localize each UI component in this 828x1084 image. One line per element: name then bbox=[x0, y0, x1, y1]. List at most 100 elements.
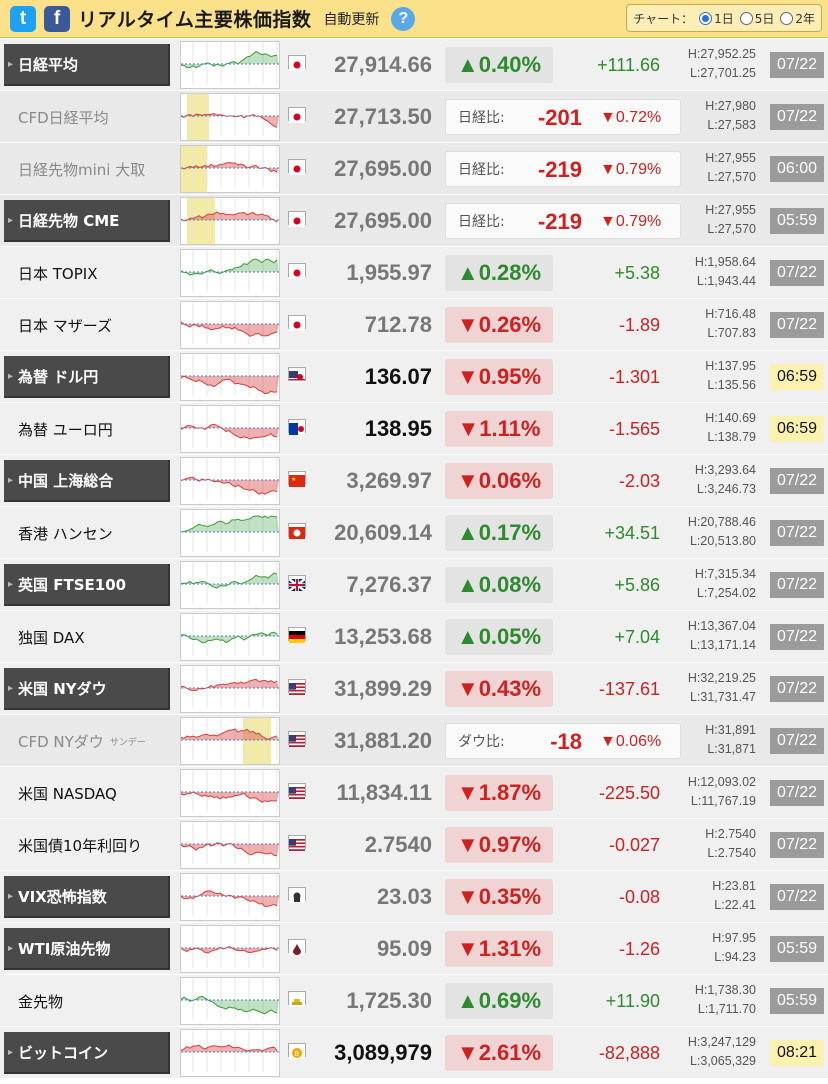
low-value: L:11,767.19 bbox=[690, 794, 756, 808]
index-row[interactable]: 日経平均 27,914.66 ▲0.40% +111.66 H:27,952.25 L:2… bbox=[0, 39, 828, 91]
index-row[interactable]: 英国 FTSE100 7,276.37 ▲0.08% +5.86 H:7,315.34 L… bbox=[0, 559, 828, 611]
index-name-button[interactable]: 香港 ハンセン bbox=[4, 512, 170, 554]
index-name-button[interactable]: CFD NYダウ サンデー bbox=[4, 720, 170, 762]
index-name-button[interactable]: 日経先物mini 大取 bbox=[4, 148, 170, 190]
index-name-button[interactable]: VIX恐怖指数 bbox=[4, 876, 170, 918]
mini-chart[interactable] bbox=[180, 665, 280, 713]
comparison-percent: ▼0.79% bbox=[600, 161, 662, 178]
radio-selected-icon[interactable] bbox=[699, 11, 713, 25]
comparison-box: ダウ比: -18 ▼0.06% bbox=[445, 723, 681, 759]
high-low: H:1,958.64 L:1,943.44 bbox=[664, 253, 756, 291]
header-bar: t f リアルタイム主要株価指数 自動更新 ? チャート： 1日 5日 2年 bbox=[0, 0, 828, 38]
index-row[interactable]: 金先物 1,725.30 ▲0.69% +11.90 H:1,738.30 L:1,711… bbox=[0, 975, 828, 1027]
index-row[interactable]: 日経先物mini 大取 27,695.00 日経比: -219 ▼0.79% H:… bbox=[0, 143, 828, 195]
index-row[interactable]: VIX恐怖指数 23.03 ▼0.35% -0.08 H:23.81 L:22.41 07/… bbox=[0, 871, 828, 923]
sparkline bbox=[181, 302, 279, 344]
index-name-button[interactable]: 米国 NASDAQ bbox=[4, 772, 170, 814]
mini-chart[interactable] bbox=[180, 717, 280, 765]
help-icon[interactable]: ? bbox=[391, 6, 416, 31]
mini-chart[interactable] bbox=[180, 93, 280, 141]
change-value: -82,888 bbox=[598, 1043, 660, 1063]
mini-chart[interactable] bbox=[180, 769, 280, 817]
twitter-icon[interactable]: t bbox=[10, 5, 36, 32]
mini-chart[interactable] bbox=[180, 613, 280, 661]
mini-chart[interactable] bbox=[180, 509, 280, 557]
high-value: H:20,788.46 bbox=[687, 515, 756, 529]
change-percent: ▼1.31% bbox=[445, 931, 553, 967]
sparkline bbox=[181, 458, 279, 500]
radio-icon[interactable] bbox=[739, 11, 753, 25]
flag-us-icon bbox=[288, 783, 306, 799]
index-name-button[interactable]: 米国 NYダウ bbox=[4, 668, 170, 710]
index-row[interactable]: 独国 DAX 13,253.68 ▲0.05% +7.04 H:13,367.04 L:1… bbox=[0, 611, 828, 663]
index-name-button[interactable]: 金先物 bbox=[4, 980, 170, 1022]
index-row[interactable]: 為替 ドル円 136.07 ▼0.95% -1.301 H:137.95 L:135.56… bbox=[0, 351, 828, 403]
index-name-button[interactable]: 日経平均 bbox=[4, 44, 170, 86]
mini-chart[interactable] bbox=[180, 561, 280, 609]
high-value: H:140.69 bbox=[705, 411, 756, 425]
high-low: H:27,955 L:27,570 bbox=[664, 149, 756, 187]
mini-chart[interactable] bbox=[180, 249, 280, 297]
period-option-5d[interactable]: 5日 bbox=[739, 10, 774, 27]
index-row[interactable]: CFD日経平均 27,713.50 日経比: -201 ▼0.72% H:27,9… bbox=[0, 91, 828, 143]
mini-chart[interactable] bbox=[180, 405, 280, 453]
index-row[interactable]: 中国 上海総合 ★ 3,269.97 ▼0.06% -2.03 H:3,293.64 L:3… bbox=[0, 455, 828, 507]
comparison-box: 日経比: -219 ▼0.79% bbox=[445, 203, 681, 239]
low-value: L:94.23 bbox=[714, 950, 756, 964]
flag-oil-icon bbox=[288, 939, 306, 955]
index-row[interactable]: 為替 ユーロ円 138.95 ▼1.11% -1.565 H:140.69 L:138.7… bbox=[0, 403, 828, 455]
index-price: 95.09 bbox=[376, 936, 432, 961]
mini-chart[interactable] bbox=[180, 41, 280, 89]
mini-chart[interactable] bbox=[180, 821, 280, 869]
index-name: CFD日経平均 bbox=[18, 108, 109, 127]
index-name-button[interactable]: 日経先物 CME bbox=[4, 200, 170, 242]
update-time: 07/22 bbox=[770, 260, 824, 286]
index-row[interactable]: 香港 ハンセン 20,609.14 ▲0.17% +34.51 H:20,788.46 L… bbox=[0, 507, 828, 559]
change-percent: ▲0.08% bbox=[445, 567, 553, 603]
period-option-2y[interactable]: 2年 bbox=[780, 10, 815, 27]
index-name-button[interactable]: 中国 上海総合 bbox=[4, 460, 170, 502]
index-name-button[interactable]: 日本 TOPIX bbox=[4, 252, 170, 294]
index-row[interactable]: 日経先物 CME 27,695.00 日経比: -219 ▼0.79% H:27,… bbox=[0, 195, 828, 247]
index-row[interactable]: 米国債10年利回り 2.7540 ▼0.97% -0.027 H:2.7540 L:2.7… bbox=[0, 819, 828, 871]
index-name-button[interactable]: 米国債10年利回り bbox=[4, 824, 170, 866]
mini-chart[interactable] bbox=[180, 977, 280, 1025]
update-time: 05:59 bbox=[770, 208, 824, 234]
index-row[interactable]: 日本 マザーズ 712.78 ▼0.26% -1.89 H:716.48 L:707.83… bbox=[0, 299, 828, 351]
mini-chart[interactable] bbox=[180, 353, 280, 401]
mini-chart[interactable] bbox=[180, 301, 280, 349]
index-row[interactable]: ビットコインB3,089,979▼2.61%-82,888H:3,247,129… bbox=[0, 1027, 828, 1079]
index-name-button[interactable]: 英国 FTSE100 bbox=[4, 564, 170, 606]
flag-hk-icon bbox=[288, 523, 306, 539]
flag-eujp-icon bbox=[288, 419, 306, 435]
radio-icon[interactable] bbox=[780, 11, 794, 25]
index-name-button[interactable]: CFD日経平均 bbox=[4, 96, 170, 138]
mini-chart[interactable] bbox=[180, 873, 280, 921]
mini-chart[interactable] bbox=[180, 925, 280, 973]
mini-chart[interactable] bbox=[180, 1029, 280, 1077]
index-name-button[interactable]: WTI原油先物 bbox=[4, 928, 170, 970]
low-value: L:2.7540 bbox=[707, 846, 756, 860]
facebook-icon[interactable]: f bbox=[44, 5, 70, 32]
low-value: L:3,065,329 bbox=[689, 1054, 756, 1068]
period-option-1d[interactable]: 1日 bbox=[699, 10, 734, 27]
index-row[interactable]: CFD NYダウ サンデー 31,881.20 ダウ比: -18 ▼0.06% H:… bbox=[0, 715, 828, 767]
index-name: 独国 DAX bbox=[18, 628, 85, 647]
index-row[interactable]: 米国 NASDAQ 11,834.11 ▼1.87% -225.50 H:12,093.… bbox=[0, 767, 828, 819]
change-percent: ▼0.35% bbox=[445, 879, 553, 915]
mini-chart[interactable] bbox=[180, 145, 280, 193]
high-low: H:32,219.25 L:31,731.47 bbox=[664, 669, 756, 707]
index-name-button[interactable]: 為替 ユーロ円 bbox=[4, 408, 170, 450]
index-name-button[interactable]: ビットコイン bbox=[4, 1032, 170, 1074]
mini-chart[interactable] bbox=[180, 197, 280, 245]
index-row[interactable]: WTI原油先物 95.09 ▼1.31% -1.26 H:97.95 L:94.23 05:… bbox=[0, 923, 828, 975]
high-value: H:716.48 bbox=[705, 307, 756, 321]
index-row[interactable]: 米国 NYダウ31,899.29▼0.43%-137.61H:32,219.25… bbox=[0, 663, 828, 715]
sparkline bbox=[181, 874, 279, 916]
index-name-button[interactable]: 日本 マザーズ bbox=[4, 304, 170, 346]
index-name-button[interactable]: 独国 DAX bbox=[4, 616, 170, 658]
index-name-button[interactable]: 為替 ドル円 bbox=[4, 356, 170, 398]
mini-chart[interactable] bbox=[180, 457, 280, 505]
index-row[interactable]: 日本 TOPIX 1,955.97 ▲0.28% +5.38 H:1,958.64 L:1… bbox=[0, 247, 828, 299]
index-price: 27,713.50 bbox=[334, 104, 432, 129]
